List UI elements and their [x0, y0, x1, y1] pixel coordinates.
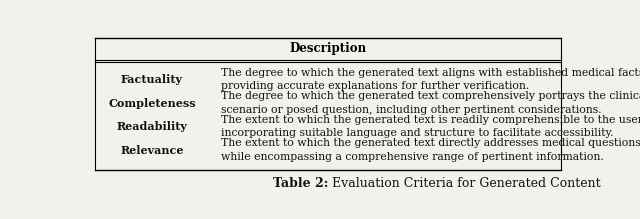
Text: Relevance: Relevance	[120, 145, 184, 156]
Text: Completeness: Completeness	[108, 97, 196, 108]
Text: Evaluation Criteria for Generated Content: Evaluation Criteria for Generated Conten…	[328, 177, 600, 191]
Text: Factuality: Factuality	[121, 74, 183, 85]
Text: The extent to which the generated text directly addresses medical questions
whil: The extent to which the generated text d…	[221, 138, 640, 162]
Text: Readability: Readability	[116, 121, 188, 132]
Text: The degree to which the generated text comprehensively portrays the clinical
sce: The degree to which the generated text c…	[221, 91, 640, 115]
Text: The extent to which the generated text is readily comprehensible to the user,
in: The extent to which the generated text i…	[221, 115, 640, 138]
Text: The degree to which the generated text aligns with established medical facts,
pr: The degree to which the generated text a…	[221, 68, 640, 91]
Text: Description: Description	[289, 42, 367, 55]
Text: Table 2:: Table 2:	[273, 177, 328, 191]
